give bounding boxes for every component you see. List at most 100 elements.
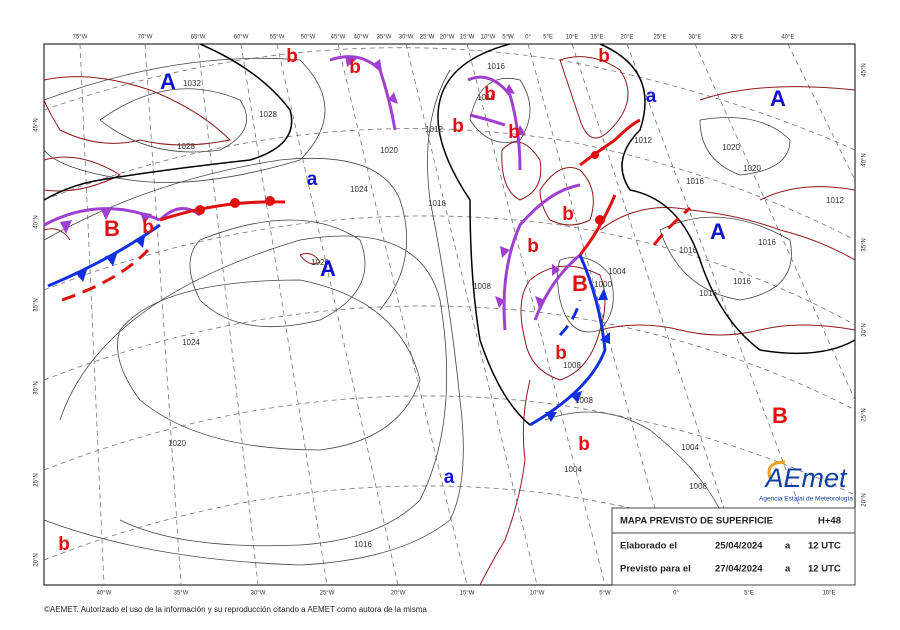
- pressure-center: b: [349, 57, 361, 78]
- latitude-label: 30°N: [862, 323, 868, 336]
- longitude-label: 15°E: [590, 35, 603, 41]
- longitude-label: 40°W: [97, 591, 112, 597]
- latitude-label: 35°N: [862, 238, 868, 251]
- longitude-label: 20°W: [440, 35, 455, 41]
- latitude-label: 45°N: [34, 118, 40, 131]
- isobar-label: 1004: [608, 267, 626, 276]
- longitude-label: 45°W: [331, 35, 346, 41]
- isobar-label: 1016: [699, 289, 717, 298]
- row-label: Elaborado el: [620, 541, 677, 552]
- isobar-label: 1016: [477, 93, 495, 102]
- latitude-label: 45°N: [862, 63, 868, 76]
- coastlines: [43, 56, 856, 586]
- longitude-label: 30°W: [251, 591, 266, 597]
- longitude-label: 10°W: [530, 591, 545, 597]
- isobar-label: 1016: [487, 62, 505, 71]
- row-date: 27/04/2024: [715, 564, 763, 575]
- latitude-label: 30°N: [34, 381, 40, 394]
- isobar-label: 1012: [425, 125, 443, 134]
- longitude-label: 15°W: [460, 35, 475, 41]
- longitude-label: 50°W: [301, 35, 316, 41]
- longitude-label: 5°E: [744, 591, 754, 597]
- isobar-label: 1020: [311, 258, 329, 267]
- isobar-label: 1004: [564, 465, 582, 474]
- pressure-center: a: [646, 86, 657, 107]
- isobar-label: 1012: [634, 136, 652, 145]
- pressure-center: b: [555, 343, 567, 364]
- info-box-frame: [611, 507, 856, 586]
- pressure-center: b: [58, 534, 70, 555]
- longitude-label: 25°W: [320, 591, 335, 597]
- longitude-label: 60°W: [234, 35, 249, 41]
- longitude-label: 75°W: [73, 35, 88, 41]
- longitude-label: 20°E: [620, 35, 633, 41]
- isobar-label: 1016: [686, 177, 704, 186]
- longitude-label: 35°E: [730, 35, 743, 41]
- longitude-label: 5°E: [543, 35, 553, 41]
- pressure-center: B: [104, 216, 120, 241]
- logo-mark: [767, 460, 786, 479]
- pressure-center: b: [484, 84, 496, 105]
- isobar-label: 1016: [758, 238, 776, 247]
- longitude-label: 5°W: [502, 35, 514, 41]
- longitude-label: 30°W: [399, 35, 414, 41]
- isobar-label: 1008: [563, 361, 581, 370]
- longitude-label: 20°W: [391, 591, 406, 597]
- latitude-label: 25°N: [862, 408, 868, 421]
- latitude-label: 35°N: [34, 298, 40, 311]
- isobar-label: 1008: [689, 482, 707, 491]
- logo-subtitle: Agencia Estatal de Meteorología: [759, 496, 853, 503]
- pressure-center: b: [527, 236, 539, 257]
- logo: AEmet Agencia Estatal de Meteorología: [759, 460, 853, 503]
- pressure-center: B: [772, 403, 788, 428]
- longitude-label: 10°W: [481, 35, 496, 41]
- row-time: 12 UTC: [808, 564, 841, 575]
- lead-time: H+48: [818, 516, 841, 527]
- longitude-label: 55°W: [270, 35, 285, 41]
- longitude-label: 40°E: [781, 35, 794, 41]
- pressure-center: b: [452, 116, 464, 137]
- longitude-label: 0°: [673, 591, 679, 597]
- row-label: Previsto para el: [620, 564, 691, 575]
- longitude-label: 10°E: [565, 35, 578, 41]
- longitude-label: 10°E: [822, 591, 835, 597]
- isobar-label: 1020: [722, 143, 740, 152]
- row-sep: a: [785, 541, 791, 552]
- isobar-label: 1028: [177, 142, 195, 151]
- latitude-label: 40°N: [862, 153, 868, 166]
- pressure-center: b: [598, 46, 610, 67]
- footer: ©AEMET. Autorizado el uso de la informac…: [44, 605, 427, 614]
- isobars: [43, 43, 856, 566]
- longitude-label: 35°W: [377, 35, 392, 41]
- isobar-label: 1028: [259, 110, 277, 119]
- info-box: MAPA PREVISTO DE SUPERFICIE H+48 Elabora…: [611, 507, 856, 586]
- pressure-center: b: [578, 434, 590, 455]
- pressure-center: b: [508, 122, 520, 143]
- longitude-label: 35°W: [174, 591, 189, 597]
- row-time: 12 UTC: [808, 541, 841, 552]
- pressure-center: b: [562, 204, 574, 225]
- pressure-center: b: [142, 217, 154, 238]
- longitude-label: 30°E: [688, 35, 701, 41]
- longitude-label: 25°W: [420, 35, 435, 41]
- pressure-center: b: [286, 46, 298, 67]
- isobar-label: 1020: [743, 164, 761, 173]
- latitude-label: 25°N: [34, 473, 40, 486]
- pressure-center: A: [710, 219, 726, 244]
- isobar-label: 1016: [428, 199, 446, 208]
- isobar-label: 1016: [354, 540, 372, 549]
- pressure-center: A: [770, 86, 786, 111]
- longitude-label: 25°E: [653, 35, 666, 41]
- latitude-label: 40°N: [34, 215, 40, 228]
- pressure-center: a: [307, 169, 318, 190]
- isobar-label: 1008: [473, 282, 491, 291]
- longitude-label: 40°W: [354, 35, 369, 41]
- isobar-label: 1024: [182, 338, 200, 347]
- pressure-center: A: [320, 256, 336, 281]
- isobar-label: 1000: [594, 280, 612, 289]
- pressure-center: B: [572, 271, 588, 296]
- longitude-label: 65°W: [191, 35, 206, 41]
- isobar-label: 1020: [168, 439, 186, 448]
- isobar-label: 1016: [679, 246, 697, 255]
